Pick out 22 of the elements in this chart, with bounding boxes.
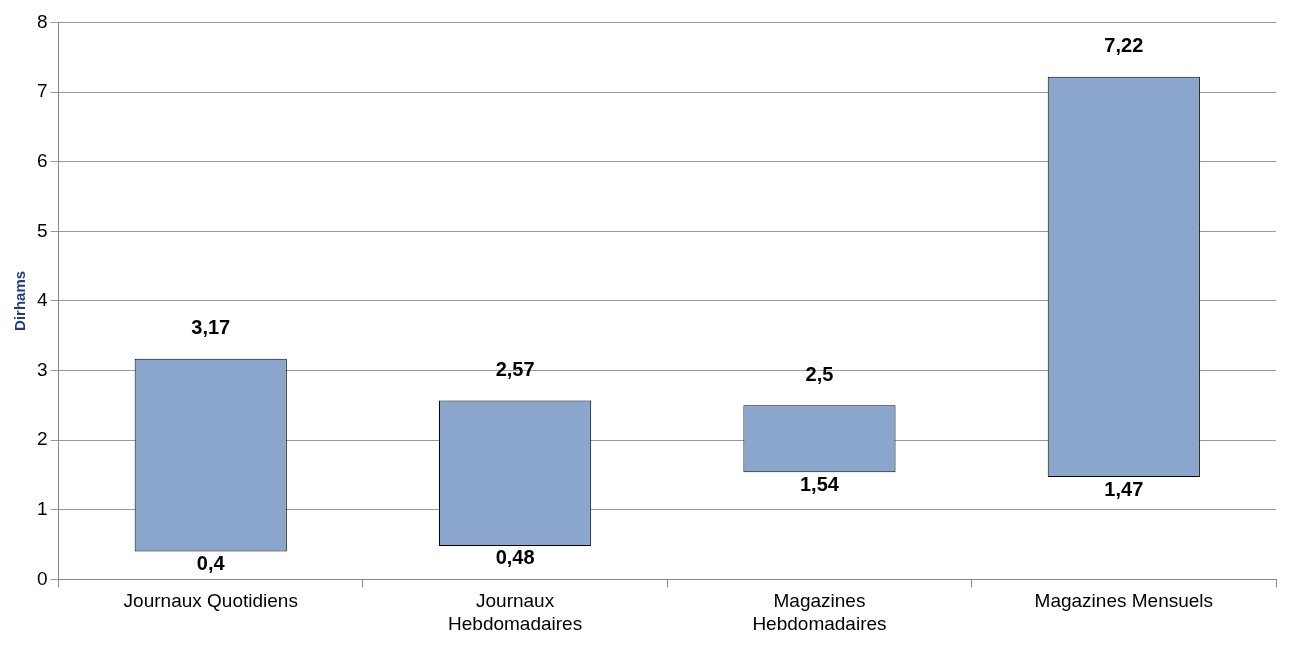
annotation: 2,5 (805, 362, 834, 385)
y-tick-label: 6 (36, 149, 48, 171)
y-tick-label: 5 (36, 219, 48, 241)
y-tick-label: 4 (36, 289, 48, 311)
annotation: 0,48 (495, 546, 535, 569)
annotation: 3,17 (191, 316, 231, 339)
y-axis-title: Dirhams (11, 270, 29, 331)
annotation: 1,54 (799, 472, 840, 495)
x-tick-label: Journaux Hebdomadaires (448, 590, 583, 634)
x-tick-label: Journaux Quotidiens (123, 590, 298, 612)
y-tick-label: 3 (36, 358, 48, 380)
annotation: 7,22 (1104, 34, 1144, 57)
annotation: 2,57 (495, 357, 535, 380)
x-tick-label: Magazines Mensuels (1034, 590, 1214, 612)
y-tick-label: 2 (36, 428, 48, 450)
y-tick-label: 8 (36, 10, 48, 32)
annotation: 0,4 (196, 552, 226, 575)
y-tick-label: 1 (36, 498, 48, 520)
x-tick-label: Magazines Hebdomadaires (752, 590, 887, 634)
y-tick-label: 7 (36, 80, 48, 102)
y-tick-label: 0 (36, 567, 48, 589)
annotation: 1,47 (1104, 477, 1144, 500)
